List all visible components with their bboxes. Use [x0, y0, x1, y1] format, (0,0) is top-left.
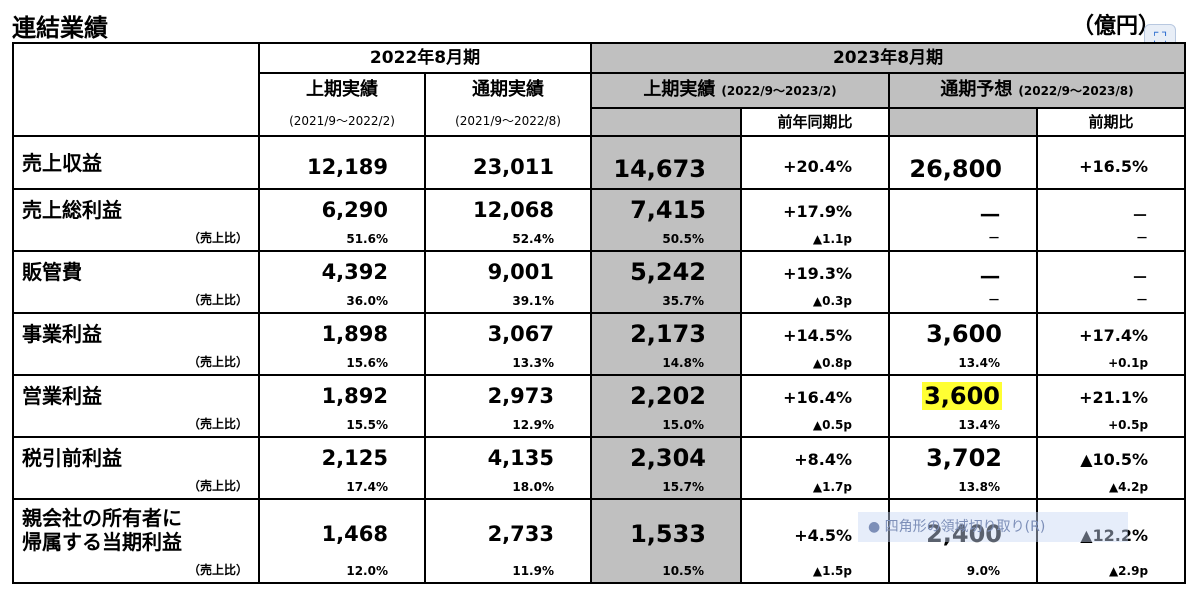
cell-full-2022: 12,068 52.4%	[424, 188, 592, 252]
cell-vs-prev: +17.4% +0.1p	[1036, 312, 1187, 376]
cell-h1-2023: 2,202 15.0%	[590, 374, 742, 438]
cell-vs-prev: －－	[1036, 250, 1187, 314]
table-row: 販管費 （売上比） 4,392 36.0% 9,001 39.1% 5,242 35.7…	[12, 250, 1187, 314]
row-label: 税引前利益 （売上比）	[12, 436, 260, 500]
cell-yoy: +14.5% ▲0.8p	[740, 312, 890, 376]
cell-h1-2022: 1,898 15.6%	[258, 312, 426, 376]
row-label: 事業利益 （売上比）	[12, 312, 260, 376]
cell-h1-2023: 7,415 50.5%	[590, 188, 742, 252]
cell-yoy: +8.4% ▲1.7p	[740, 436, 890, 500]
cell-forecast: 3,702 13.8%	[888, 436, 1038, 500]
table-row: 税引前利益 （売上比） 2,125 17.4% 4,135 18.0% 2,304 15…	[12, 436, 1187, 500]
cell-vs-prev: －－	[1036, 188, 1187, 252]
cell-vs-prev: +21.1% +0.5p	[1036, 374, 1187, 438]
cell-h1-2023: 5,242 35.7%	[590, 250, 742, 314]
cell-full-2022: 3,067 13.3%	[424, 312, 592, 376]
cell-full-2022: 2,973 12.9%	[424, 374, 592, 438]
row-label: 親会社の所有者に 帰属する当期利益 （売上比）	[12, 498, 260, 584]
cell-yoy: +19.3% ▲0.3p	[740, 250, 890, 314]
cell-h1-2022: 4,392 36.0%	[258, 250, 426, 314]
rect-snip-tooltip[interactable]: ● 四角形の領域切り取り(R)	[858, 512, 1128, 542]
header-h1-actual: 上期実績	[258, 72, 426, 108]
cell-h1-2023: 1,533 10.5%	[590, 498, 742, 584]
row-label: 売上収益	[12, 135, 260, 190]
cell-forecast: －－	[888, 188, 1038, 252]
header-full-actual: 通期実績	[424, 72, 592, 108]
cell-vs-prev: +16.5%	[1036, 135, 1187, 190]
cell-h1-2022: 2,125 17.4%	[258, 436, 426, 500]
cell-yoy: +4.5% ▲1.5p	[740, 498, 890, 584]
row-label: 売上総利益 （売上比）	[12, 188, 260, 252]
cell-h1-2023: 14,673	[590, 135, 742, 190]
cell-h1-2023: 2,304 15.7%	[590, 436, 742, 500]
cell-forecast: －－	[888, 250, 1038, 314]
cell-vs-prev: ▲12.2% ▲2.9p	[1036, 498, 1187, 584]
cell-h1-2022: 1,892 15.5%	[258, 374, 426, 438]
cell-h1-2022: 12,189	[258, 135, 426, 190]
cell-full-2022: 23,011	[424, 135, 592, 190]
cell-forecast: 26,800	[888, 135, 1038, 190]
header-h1-actual-2023: 上期実績 (2022/9～2023/2)	[590, 72, 890, 109]
table-row: 売上収益 12,189 23,011 14,673 +20.4% 26,800 …	[12, 135, 1187, 190]
header-empty-gray	[590, 108, 742, 137]
table-row: 親会社の所有者に 帰属する当期利益 （売上比） 1,468 12.0% 2,733…	[12, 498, 1187, 584]
tooltip-text: 四角形の領域切り取り(R)	[884, 519, 1046, 535]
table-row: 営業利益 （売上比） 1,892 15.5% 2,973 12.9% 2,202 15.…	[12, 374, 1187, 438]
row-label: 営業利益 （売上比）	[12, 374, 260, 438]
header-yoy: 前年同期比	[740, 107, 890, 137]
header-full-period-2022: (2021/9～2022/8)	[424, 108, 592, 137]
page-title: 連結業績	[12, 14, 108, 42]
cell-h1-2022: 6,290 51.6%	[258, 188, 426, 252]
cell-yoy: +16.4% ▲0.5p	[740, 374, 890, 438]
row-label: 販管費 （売上比）	[12, 250, 260, 314]
header-fy2022: 2022年8月期	[258, 42, 592, 74]
header-vs-prev: 前期比	[1035, 107, 1187, 137]
cell-forecast: 2,400 9.0%	[888, 498, 1038, 584]
cell-vs-prev: ▲10.5% ▲4.2p	[1036, 436, 1187, 500]
header-empty-gray-2	[888, 108, 1038, 137]
cell-forecast: 3,600 13.4%	[888, 312, 1038, 376]
cell-full-2022: 9,001 39.1%	[424, 250, 592, 314]
header-full-forecast: 通期予想 (2022/9～2023/8)	[887, 72, 1187, 109]
cell-yoy: +17.9% ▲1.1p	[740, 188, 890, 252]
header-corner	[12, 42, 260, 137]
cell-h1-2022: 1,468 12.0%	[258, 498, 426, 584]
bullet-icon: ●	[868, 519, 881, 535]
cell-yoy: +20.4%	[740, 135, 890, 190]
cell-h1-2023: 2,173 14.8%	[590, 312, 742, 376]
header-h1-period-2022: (2021/9～2022/2)	[258, 108, 426, 137]
table-row: 事業利益 （売上比） 1,898 15.6% 3,067 13.3% 2,173 14.…	[12, 312, 1187, 376]
table-row: 売上総利益 （売上比） 6,290 51.6% 12,068 52.4% 7,415 5…	[12, 188, 1187, 252]
cell-full-2022: 2,733 11.9%	[424, 498, 592, 584]
header-fy2023: 2023年8月期	[589, 42, 1187, 74]
cell-forecast-highlighted: 3,600 13.4%	[888, 374, 1038, 438]
cell-full-2022: 4,135 18.0%	[424, 436, 592, 500]
consolidated-results-table: 2022年8月期 2023年8月期 上期実績 通期実績 上期実績 (2022/9～…	[12, 42, 1187, 584]
